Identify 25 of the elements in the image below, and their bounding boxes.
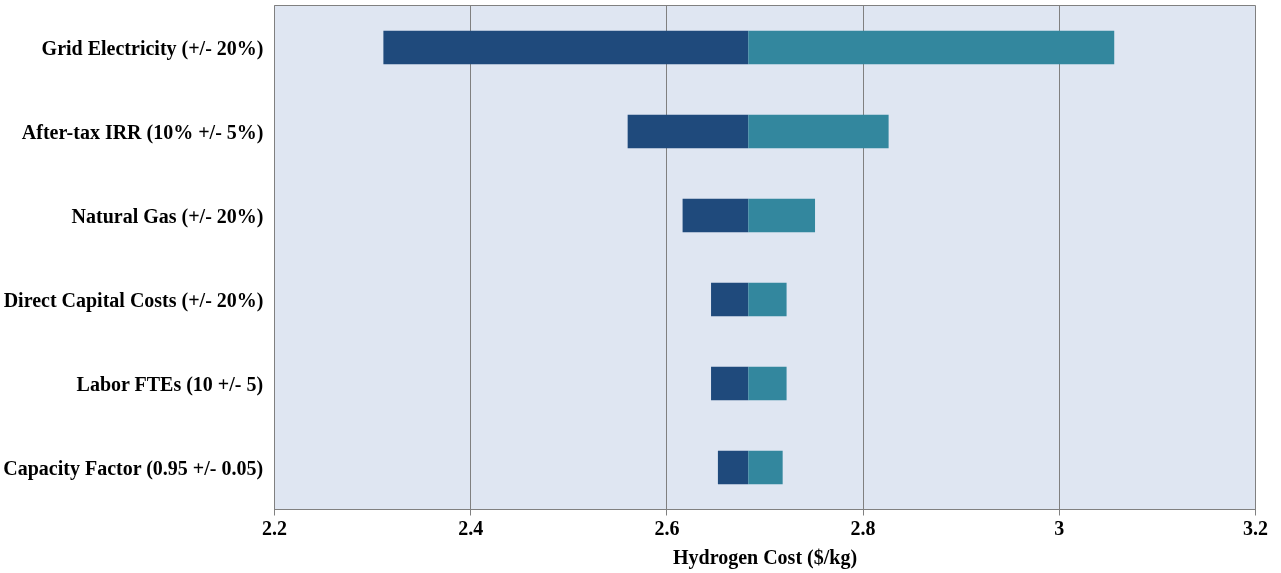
- bar: [748, 366, 787, 401]
- x-tick-label: 2.8: [850, 516, 876, 539]
- x-axis-title: Hydrogen Cost ($/kg): [672, 545, 858, 569]
- bar: [711, 282, 749, 317]
- bar: [748, 30, 1115, 65]
- bar: [748, 198, 816, 233]
- x-tick-label: 3.2: [1243, 516, 1268, 539]
- y-tick-label: Natural Gas (+/- 20%): [71, 204, 264, 228]
- bar: [711, 366, 749, 401]
- bar: [717, 450, 749, 485]
- y-tick-label: After-tax IRR (10% +/- 5%): [21, 120, 264, 144]
- x-tick-label: 2.4: [458, 516, 484, 539]
- x-tick-label: 2.2: [262, 516, 287, 539]
- y-tick-label: Direct Capital Costs (+/- 20%): [3, 288, 264, 312]
- x-tick-label: 2.6: [654, 516, 680, 539]
- bar: [682, 198, 749, 233]
- bar: [748, 450, 783, 485]
- x-tick-label: 3: [1054, 516, 1065, 539]
- bar: [627, 114, 749, 149]
- bar: [748, 282, 787, 317]
- bar: [748, 114, 889, 149]
- y-tick-label: Capacity Factor (0.95 +/- 0.05): [3, 456, 264, 480]
- y-tick-label: Labor FTEs (10 +/- 5): [76, 372, 264, 396]
- y-tick-label: Grid Electricity (+/- 20%): [41, 36, 264, 60]
- bar: [383, 30, 749, 65]
